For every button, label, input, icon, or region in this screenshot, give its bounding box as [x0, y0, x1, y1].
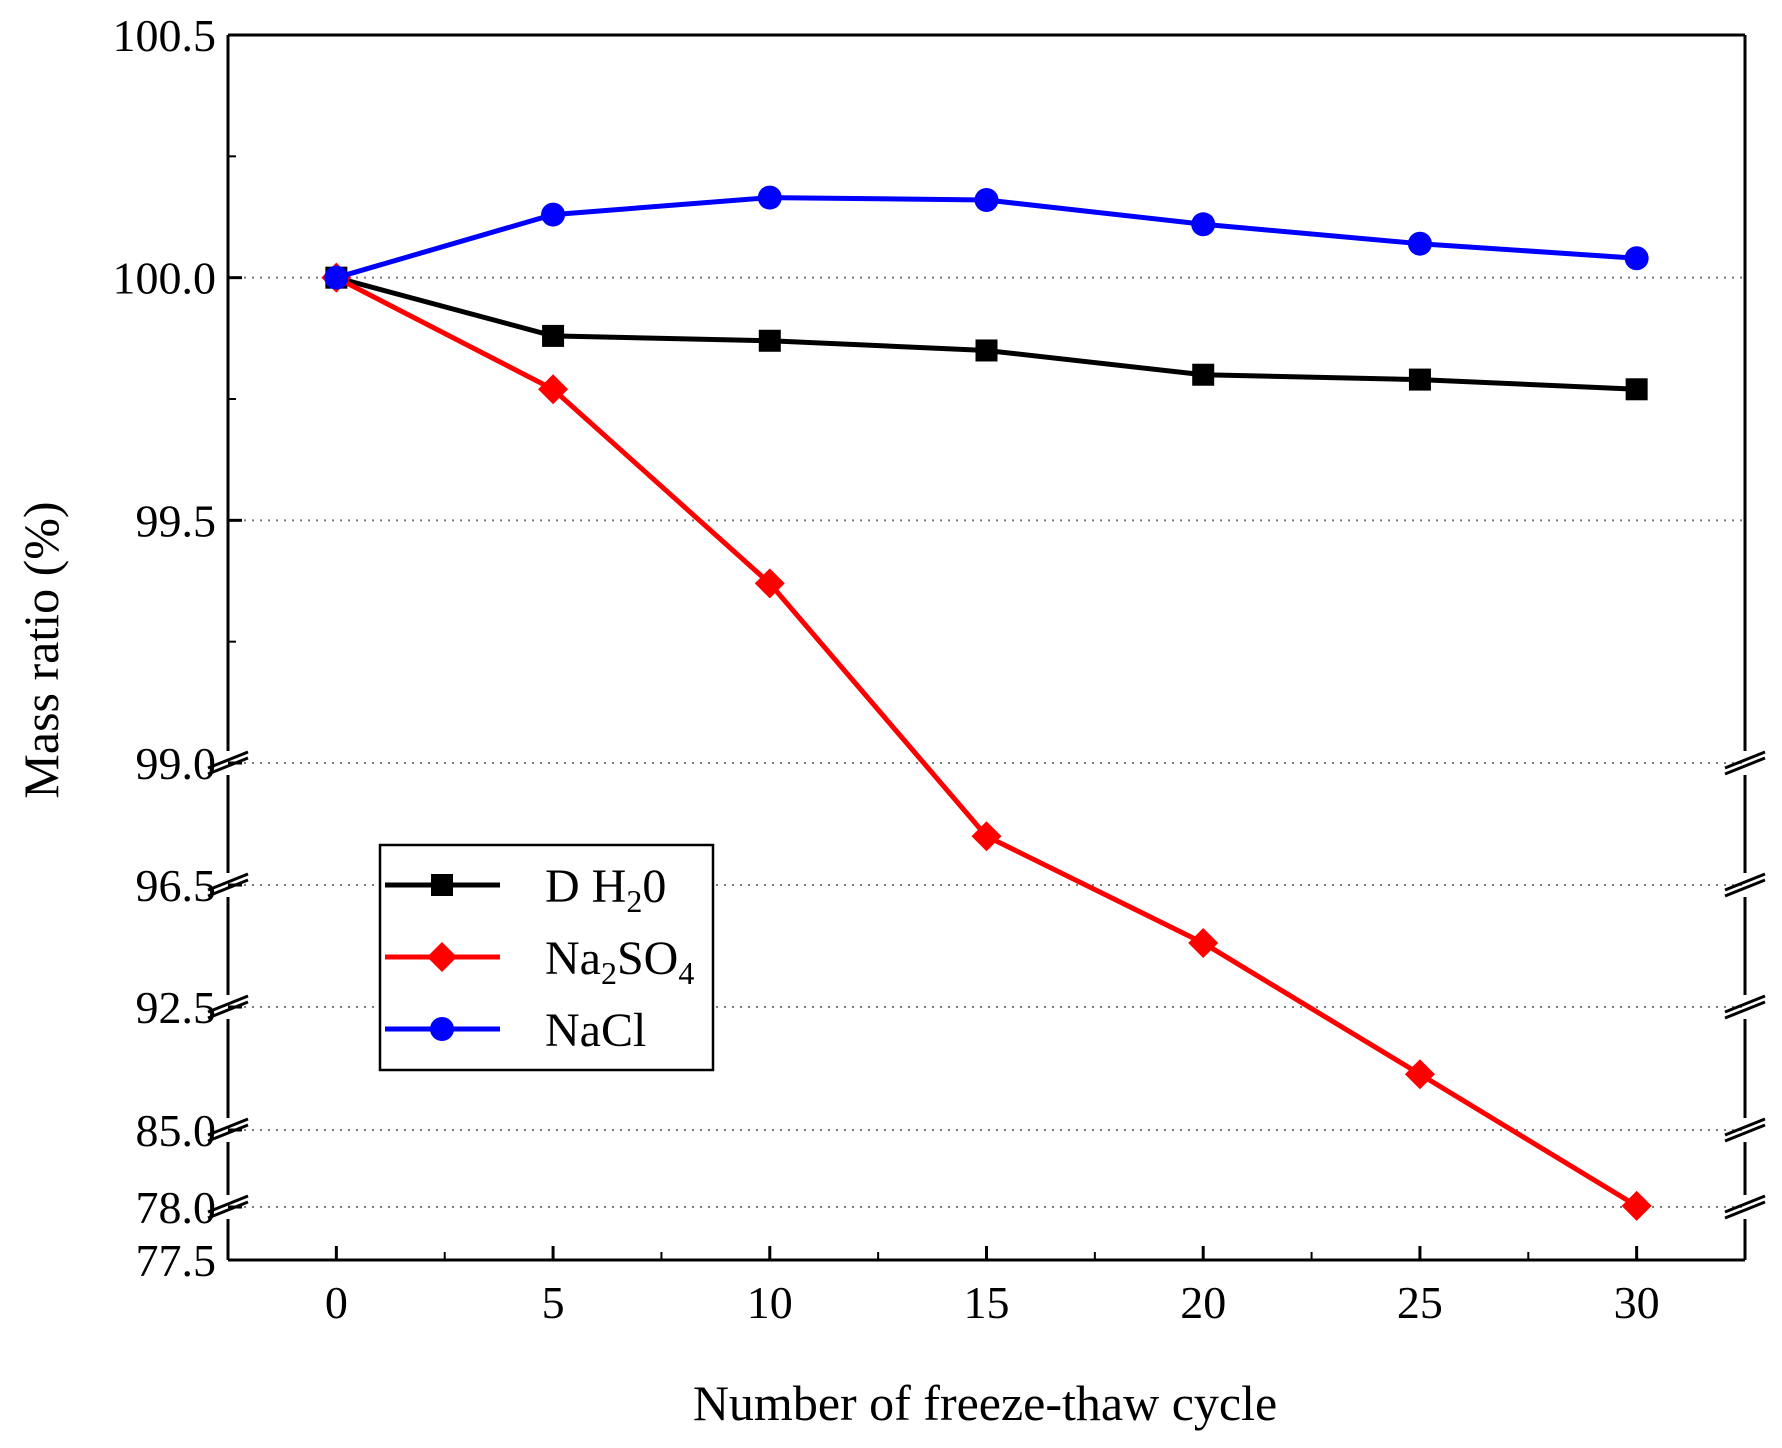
legend-label: D H20 — [545, 860, 666, 919]
series-line — [335, 275, 1637, 392]
axis-break-mark — [207, 1194, 249, 1214]
axis-break-mark — [207, 1000, 249, 1020]
data-point-circle — [430, 1017, 454, 1041]
axis-break-mark — [1724, 872, 1766, 892]
axis-break-mark — [1724, 1117, 1766, 1137]
legend-entry: D H20 — [385, 860, 666, 919]
axis-break-mark — [1724, 878, 1766, 898]
grid-lines — [228, 276, 1745, 1208]
x-tick-label: 10 — [747, 1277, 793, 1328]
x-tick-label: 15 — [964, 1277, 1010, 1328]
legend-label: Na2SO4 — [545, 932, 694, 991]
series-na2so4 — [321, 262, 1652, 1221]
data-point-diamond — [1188, 927, 1219, 958]
data-point-diamond — [971, 821, 1002, 852]
data-point-diamond — [1621, 1190, 1652, 1221]
axis-break-mark — [207, 1200, 249, 1220]
legend: D H20 Na2SO4 NaCl — [378, 843, 715, 1072]
axis-break-mark — [207, 756, 249, 776]
data-point-square — [431, 874, 453, 896]
series-d-h20 — [325, 266, 1648, 401]
axis-break-mark — [1724, 994, 1766, 1014]
axis-break-mark — [207, 878, 249, 898]
axis-break-mark — [1724, 756, 1766, 776]
y-tick-label: 100.0 — [113, 253, 217, 304]
axis-break-mark — [1724, 1194, 1766, 1214]
data-point-circle — [757, 185, 782, 210]
axis-break-mark — [1724, 1123, 1766, 1143]
legend-label: NaCl — [545, 1004, 646, 1057]
series-nacl — [324, 185, 1649, 290]
axis-break-mark — [207, 750, 249, 770]
y-tick-label: 100.5 — [113, 10, 217, 61]
y-tick-label: 85.0 — [136, 1105, 217, 1156]
y-tick-label: 92.5 — [136, 982, 217, 1033]
data-point-circle — [1407, 231, 1432, 256]
data-point-diamond — [754, 568, 785, 599]
legend-entry: Na2SO4 — [385, 932, 694, 991]
plot-frame — [207, 33, 1766, 1262]
x-tick-label: 0 — [325, 1277, 348, 1328]
axis-break-mark — [207, 1117, 249, 1137]
data-point-diamond — [538, 374, 569, 405]
x-tick-label: 25 — [1397, 1277, 1443, 1328]
axis-break-mark — [207, 872, 249, 892]
axis-break-mark — [1724, 750, 1766, 770]
y-tick-label: 99.5 — [136, 495, 217, 546]
data-point-circle — [324, 265, 349, 290]
data-point-square — [1625, 378, 1648, 401]
data-point-circle — [1624, 246, 1649, 271]
data-point-circle — [541, 202, 566, 227]
y-axis-title: Mass ratio (%) — [13, 501, 69, 798]
data-series — [321, 185, 1652, 1221]
y-tick-label: 78.0 — [136, 1182, 217, 1233]
y-tick-label: 96.5 — [136, 860, 217, 911]
x-tick-label: 30 — [1614, 1277, 1660, 1328]
data-point-circle — [974, 188, 999, 213]
data-point-square — [1192, 363, 1215, 386]
axis-break-mark — [207, 994, 249, 1014]
x-tick-label: 20 — [1180, 1277, 1226, 1328]
data-point-circle — [1191, 212, 1216, 237]
data-point-square — [542, 324, 565, 347]
axis-break-mark — [207, 1123, 249, 1143]
axis-break-mark — [1724, 1000, 1766, 1020]
data-point-diamond — [1404, 1059, 1435, 1090]
x-tick-label: 5 — [542, 1277, 565, 1328]
data-point-square — [1408, 368, 1431, 391]
y-tick-label: 77.5 — [136, 1235, 217, 1286]
x-axis-title: Number of freeze-thaw cycle — [693, 1375, 1277, 1431]
legend-entry: NaCl — [385, 1004, 646, 1057]
y-tick-label: 99.0 — [136, 738, 217, 789]
data-point-diamond — [427, 942, 457, 972]
axis-break-mark — [1724, 1200, 1766, 1220]
axis-ticks: 0 5 10 15 20 25 30 77.578.0 85.0 92.5 96.5 99.0 99.5… — [113, 10, 1660, 1328]
data-point-square — [758, 329, 781, 352]
data-point-square — [975, 339, 998, 362]
